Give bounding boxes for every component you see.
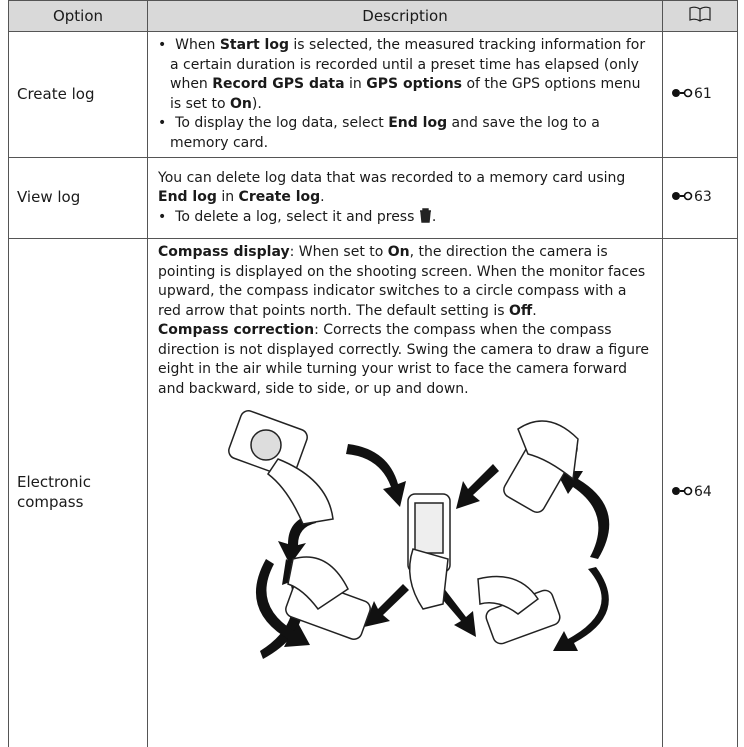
text: is selected, the measured tracking infor… bbox=[170, 37, 646, 92]
illustration bbox=[218, 409, 652, 666]
reference-icon bbox=[672, 191, 693, 201]
bold-text: Start log bbox=[219, 37, 289, 53]
table-row: View log You can delete log data that was… bbox=[8, 157, 738, 239]
book-icon bbox=[689, 6, 711, 22]
hands-and-cameras bbox=[228, 410, 579, 645]
bold-text: Record GPS data bbox=[212, 76, 345, 92]
paragraph: • To display the log data, select End lo… bbox=[158, 114, 652, 153]
bold-text: GPS options bbox=[366, 76, 463, 92]
header-row: Option Description bbox=[8, 0, 738, 32]
bold-text: On bbox=[230, 95, 252, 112]
text: : Corrects the compass when the compass … bbox=[158, 322, 650, 397]
text: . bbox=[532, 302, 537, 319]
text: You can delete log data that was recorde… bbox=[158, 169, 626, 186]
bold-text: Off bbox=[509, 302, 533, 319]
text: , the direction the camera is pointing i… bbox=[158, 244, 646, 319]
reference-icon bbox=[672, 88, 693, 98]
reference-cell: 61 bbox=[662, 31, 738, 158]
paragraph: • When Start log is selected, the measur… bbox=[158, 36, 652, 114]
text: of the GPS options menu is set to bbox=[170, 76, 641, 112]
header-option: Option bbox=[8, 0, 148, 32]
header-book-icon bbox=[662, 0, 738, 32]
text: and save the log to a memory card. bbox=[170, 115, 600, 151]
reference-cell: 64 bbox=[662, 238, 738, 747]
text: : When set to bbox=[289, 244, 388, 260]
paragraph: Compass correction: Corrects the compass… bbox=[158, 321, 652, 399]
text: When bbox=[175, 37, 220, 53]
option-cell: Create log bbox=[8, 31, 148, 158]
text: in bbox=[344, 76, 367, 92]
reference-cell: 63 bbox=[662, 157, 738, 239]
compass-calibration-figure bbox=[228, 410, 610, 659]
description-cell: You can delete log data that was recorde… bbox=[147, 157, 663, 239]
option-cell: Electronic compass bbox=[8, 238, 148, 747]
text: . bbox=[320, 189, 325, 206]
icon bbox=[671, 189, 694, 205]
reference-icon bbox=[672, 486, 693, 496]
bold-text: End log bbox=[158, 189, 217, 206]
paragraph: Compass display: When set to On, the dir… bbox=[158, 243, 652, 321]
description-cell: Compass display: When set to On, the dir… bbox=[147, 238, 663, 747]
paragraph: You can delete log data that was recorde… bbox=[158, 169, 652, 208]
table-row: Create log • When Start log is selected, … bbox=[8, 31, 738, 158]
page-reference: 61 bbox=[694, 85, 712, 102]
text: in bbox=[216, 189, 239, 206]
bold-text: End log bbox=[388, 115, 448, 131]
text: To display the log data, select bbox=[175, 115, 389, 131]
text: To delete a log, select it and press bbox=[175, 208, 419, 225]
bullet-marker: • bbox=[158, 115, 176, 131]
page-reference: 64 bbox=[694, 484, 712, 500]
text: ). bbox=[251, 95, 262, 112]
bold-text: Compass correction bbox=[158, 322, 315, 338]
icon bbox=[671, 86, 694, 102]
bold-text: Compass display bbox=[158, 244, 290, 260]
text: . bbox=[431, 208, 437, 225]
description-cell: • When Start log is selected, the measur… bbox=[147, 31, 663, 158]
bold-text: Create log bbox=[238, 189, 321, 206]
icon bbox=[419, 208, 432, 225]
options-table: Option Description Create log • When Star… bbox=[8, 0, 738, 747]
bullet-marker: • bbox=[158, 208, 176, 225]
table-row: Electronic compass Compass display: When … bbox=[8, 238, 738, 747]
bold-text: On bbox=[387, 244, 410, 260]
header-description: Description bbox=[147, 0, 663, 32]
icon bbox=[671, 484, 694, 500]
page-reference: 63 bbox=[694, 189, 712, 206]
option-cell: View log bbox=[8, 157, 148, 239]
trash-icon bbox=[419, 208, 431, 223]
bullet-marker: • bbox=[158, 37, 176, 53]
paragraph: • To delete a log, select it and press . bbox=[158, 208, 652, 228]
